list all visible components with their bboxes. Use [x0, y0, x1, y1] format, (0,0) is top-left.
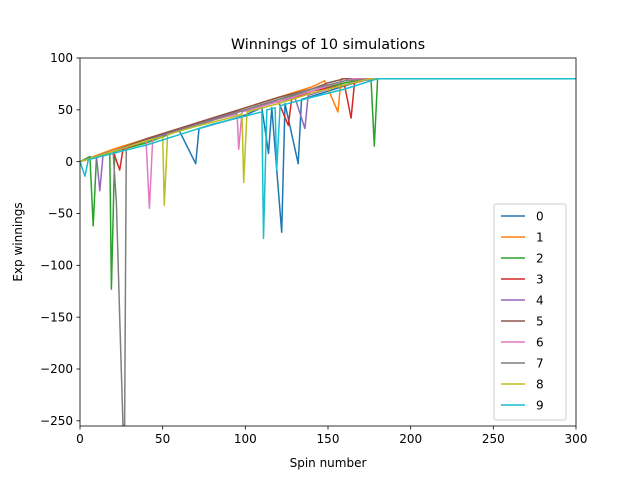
legend-label-0: 0	[536, 209, 544, 223]
legend-label-6: 6	[536, 335, 544, 349]
series-line-5	[80, 77, 576, 163]
x-tick-label: 250	[482, 432, 505, 446]
legend-label-2: 2	[536, 251, 544, 265]
legend-label-4: 4	[536, 293, 544, 307]
y-tick-label: −100	[40, 259, 73, 273]
x-axis-label: Spin number	[290, 456, 367, 470]
series-line-6	[80, 77, 576, 210]
x-tick-label: 100	[234, 432, 257, 446]
legend-label-1: 1	[536, 230, 544, 244]
y-tick-label: 100	[50, 51, 73, 65]
x-tick-label: 150	[317, 432, 340, 446]
axes-layer: 0 50 100 150 200 250 300−250−200−150−100−50050…	[40, 51, 587, 446]
y-tick-label: 50	[58, 103, 73, 117]
y-tick-label: −250	[40, 414, 73, 428]
y-tick-label: −200	[40, 362, 73, 376]
series-line-8	[80, 77, 576, 206]
x-tick-label: 300	[565, 432, 588, 446]
y-tick-label: −150	[40, 310, 73, 324]
chart-title: Winnings of 10 simulations	[231, 37, 425, 53]
legend-label-8: 8	[536, 377, 544, 391]
x-tick-label: 0	[76, 432, 84, 446]
series-line-3	[80, 77, 576, 171]
y-axis-label: Exp winnings	[11, 202, 25, 281]
plot-layer	[80, 77, 576, 426]
y-tick-label: −50	[48, 207, 73, 221]
legend-label-3: 3	[536, 272, 544, 286]
x-tick-label: 200	[399, 432, 422, 446]
legend-label-7: 7	[536, 356, 544, 370]
legend-label-5: 5	[536, 314, 544, 328]
x-tick-label: 50	[155, 432, 170, 446]
legend: 0 1 2 3 4 5 6 7 8 9	[493, 203, 567, 421]
series-line-4	[80, 77, 576, 192]
y-tick-label: 0	[65, 155, 73, 169]
legend-label-9: 9	[536, 398, 544, 412]
series-line-9	[80, 77, 576, 240]
